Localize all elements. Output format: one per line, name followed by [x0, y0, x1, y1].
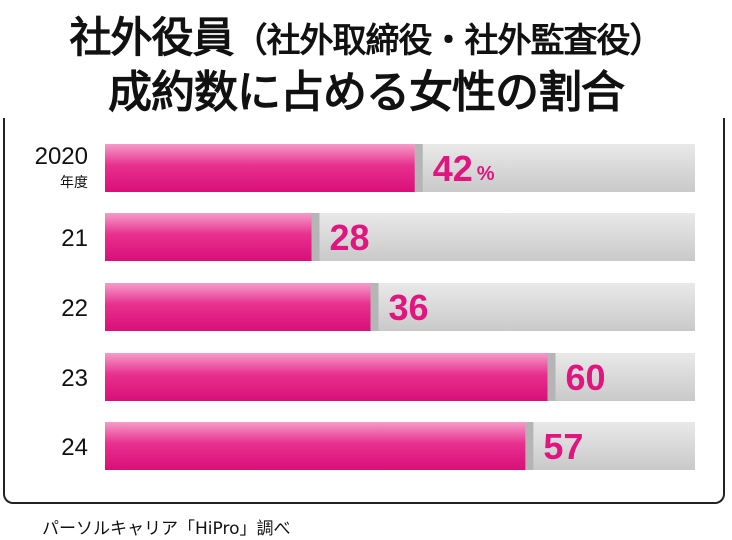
bar-shadow [414, 144, 423, 192]
chart-title-line1: 社外役員（社外取締役・社外監査役） [0, 4, 732, 65]
chart-panel [3, 118, 725, 504]
value-label: 42 [433, 148, 473, 189]
chart-title-line2: 成約数に占める女性の割合 [108, 67, 625, 118]
category-label: 2020 [35, 143, 88, 170]
title-main: 社外役員 [69, 13, 234, 62]
value-label: 36 [389, 287, 429, 328]
value-label: 60 [566, 357, 606, 398]
category-label: 21 [61, 225, 88, 252]
bar [105, 422, 526, 470]
bar-shadow [525, 422, 534, 470]
bar [105, 144, 415, 192]
source-note: パーソルキャリア「HiPro」調べ [42, 519, 291, 539]
title-paren: （社外取締役・社外監査役） [233, 21, 664, 61]
bar [105, 213, 312, 261]
value-label: 57 [543, 426, 583, 467]
category-label: 24 [61, 434, 88, 461]
bar-shadow [311, 213, 320, 261]
bar-chart: 2020 年度 42 % 21 28 22 36 23 60 24 57 [35, 143, 695, 470]
bar-shadow [370, 283, 379, 331]
category-sublabel: 年度 [60, 175, 88, 191]
category-label: 22 [61, 295, 88, 322]
category-label: 23 [61, 365, 88, 392]
value-label: 28 [330, 217, 370, 258]
bar-shadow [547, 353, 556, 401]
bar [105, 353, 548, 401]
value-unit: % [477, 163, 495, 185]
bar [105, 283, 371, 331]
